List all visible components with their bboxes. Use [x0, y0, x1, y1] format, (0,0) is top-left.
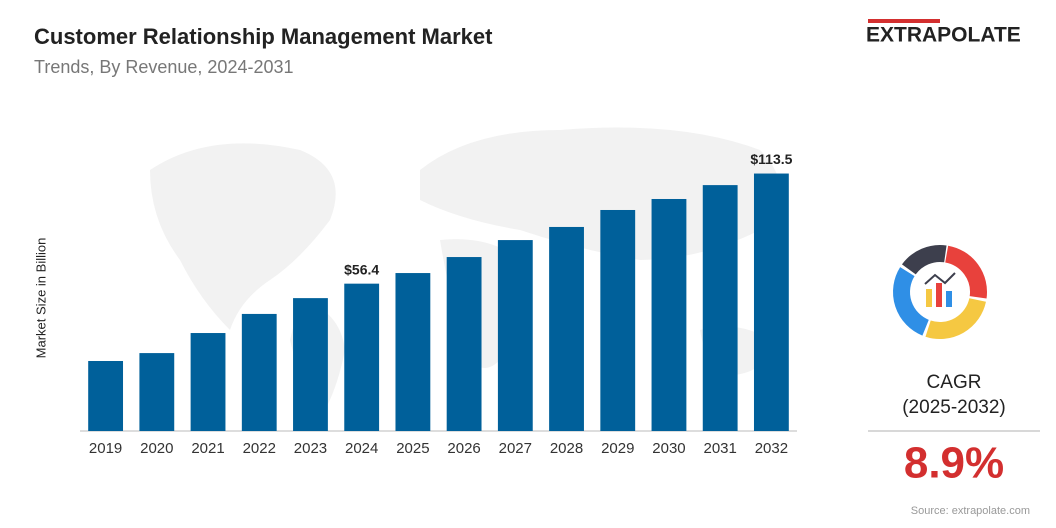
icon-bar	[936, 283, 942, 307]
chart-subtitle: Trends, By Revenue, 2024-2031	[34, 57, 294, 77]
x-tick-label: 2025	[396, 440, 429, 457]
x-tick-label: 2031	[703, 440, 736, 457]
x-tick-label: 2023	[294, 440, 327, 457]
icon-bar	[926, 289, 932, 307]
bar	[293, 298, 328, 431]
logo: EXTRAPOLATE	[866, 24, 1021, 47]
x-tick-label: 2024	[345, 440, 378, 457]
value-label: $113.5	[750, 151, 792, 167]
bar	[88, 360, 124, 431]
cagr-value: 8.9%	[904, 439, 1004, 488]
x-tick-label: 2027	[499, 440, 532, 457]
bar	[497, 240, 533, 431]
x-tick-label: 2032	[755, 440, 788, 457]
source: Source: extrapolate.com	[911, 505, 1030, 517]
y-axis-label: Market Size in Billion	[33, 238, 48, 359]
donut-segment	[893, 267, 930, 336]
bar	[702, 185, 738, 431]
x-tick-label: 2022	[243, 440, 276, 457]
x-tick-label: 2019	[89, 440, 122, 457]
bar	[600, 209, 636, 431]
bar	[190, 333, 226, 431]
bar	[651, 198, 687, 431]
cagr-label: CAGR	[927, 372, 982, 393]
donut-segment	[901, 245, 947, 275]
bar	[395, 273, 431, 431]
x-tick-label: 2021	[191, 440, 224, 457]
chart-title: Customer Relationship Management Market	[34, 24, 493, 49]
bar	[446, 257, 482, 431]
x-tick-label: 2029	[601, 440, 634, 457]
bar	[753, 173, 789, 432]
x-tick-label: 2020	[140, 440, 173, 457]
bar	[241, 313, 277, 431]
logo-bar	[868, 19, 940, 23]
donut-segment	[925, 297, 986, 339]
bar	[344, 283, 380, 431]
x-tick-label: 2026	[447, 440, 480, 457]
icon-bar	[946, 291, 952, 307]
donut-segment	[944, 245, 987, 299]
x-tick-label: 2030	[652, 440, 685, 457]
value-label: $56.4	[344, 261, 379, 277]
cagr-period: (2025-2032)	[902, 397, 1006, 418]
cagr-icon	[893, 245, 987, 339]
icon-line	[924, 272, 956, 285]
bar	[549, 226, 584, 431]
x-tick-label: 2028	[550, 440, 583, 457]
bar	[139, 353, 175, 431]
